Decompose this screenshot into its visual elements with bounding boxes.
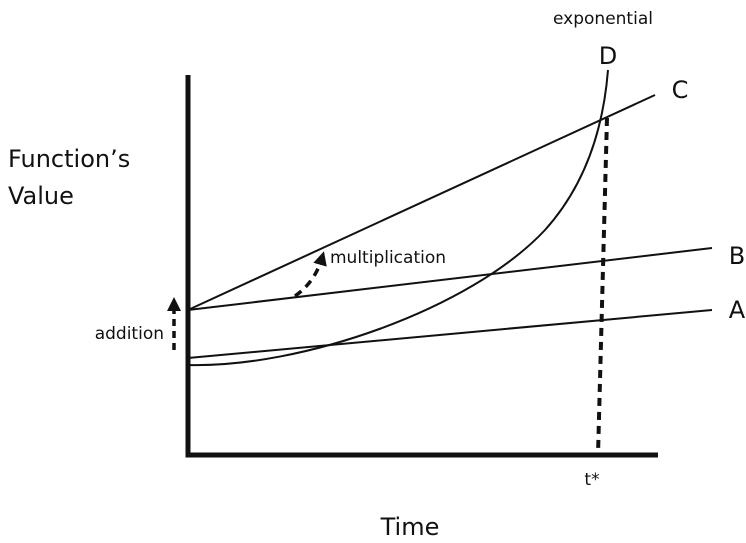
x-axis-label: Time xyxy=(380,513,440,541)
annotation: multiplication xyxy=(330,248,446,268)
t-star-line xyxy=(596,117,609,456)
curve-label: B xyxy=(729,242,745,270)
curve-label: A xyxy=(729,296,746,324)
y-axis-label: Function’s xyxy=(8,145,130,173)
curve-label: C xyxy=(672,76,689,104)
multiplication-arrow xyxy=(293,251,327,298)
annotation: addition xyxy=(95,324,164,344)
line-a xyxy=(187,309,713,359)
curve-label: D xyxy=(599,42,617,70)
axes xyxy=(185,75,658,458)
annotation: exponential xyxy=(553,9,653,29)
y-axis-label: Value xyxy=(8,182,74,210)
curve-d xyxy=(187,69,609,367)
annotation: t* xyxy=(584,470,599,490)
line-c xyxy=(187,94,656,311)
line-b xyxy=(187,247,713,311)
